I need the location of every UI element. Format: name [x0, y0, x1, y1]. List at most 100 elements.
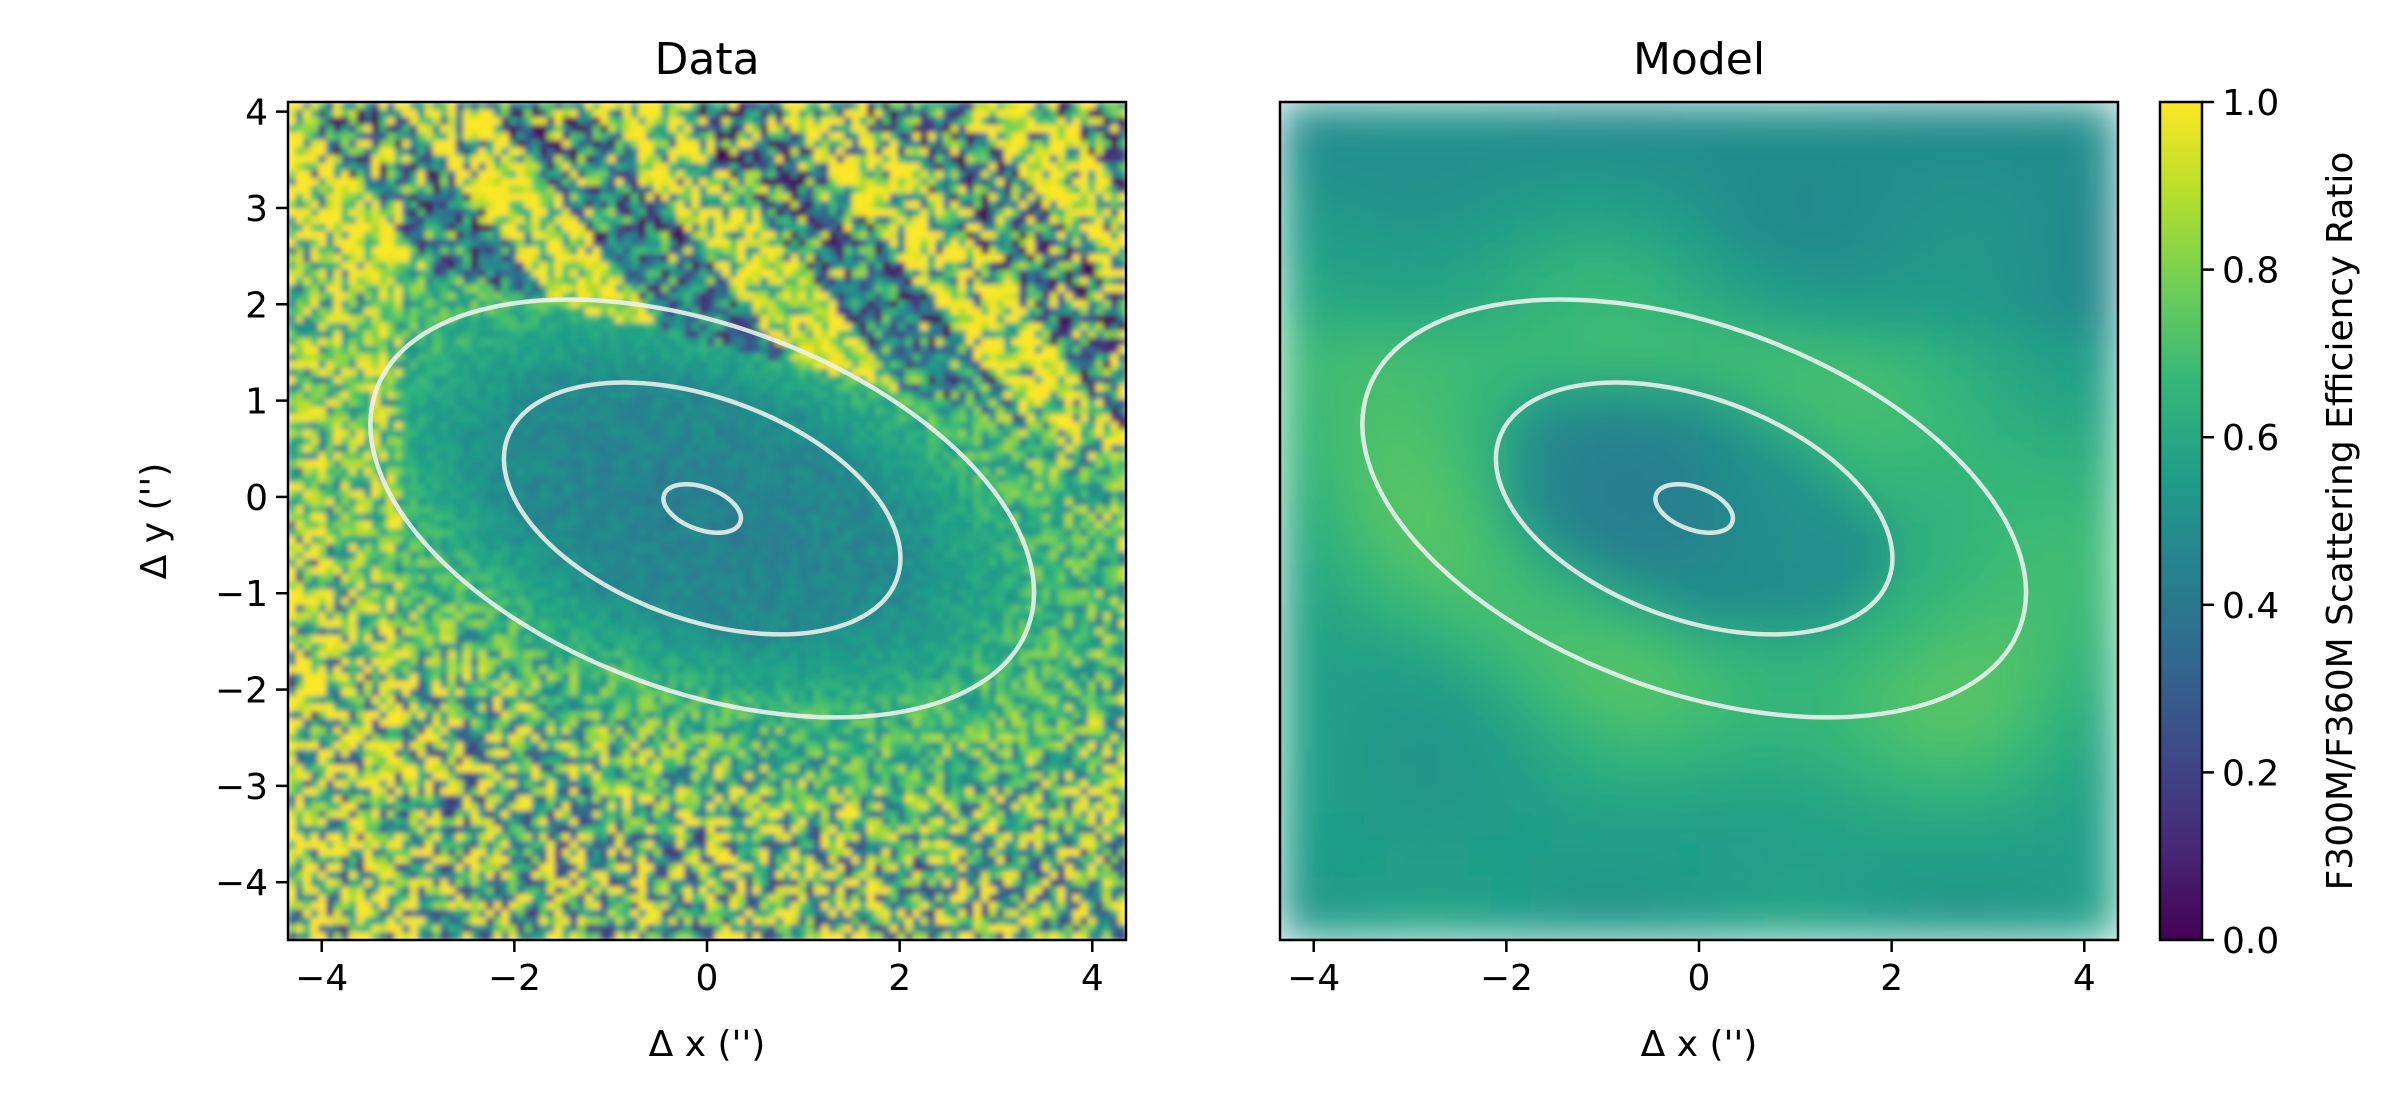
heatmap-cell [1049, 307, 1059, 316]
heatmap-cell [1019, 391, 1028, 400]
heatmap-cell [1118, 124, 1126, 134]
heatmap-cell [1019, 353, 1028, 362]
heatmap-cell [607, 254, 617, 263]
heatmap-cell [973, 284, 982, 294]
heatmap-cell [935, 292, 944, 301]
heatmap-cell [806, 124, 815, 134]
heatmap-cell [1080, 201, 1089, 210]
heatmap-cell [729, 239, 739, 248]
heatmap-cell [973, 261, 982, 271]
heatmap-cell [539, 208, 548, 217]
heatmap-cell [737, 421, 746, 431]
heatmap-cell [478, 162, 487, 172]
heatmap-cell [943, 246, 952, 255]
heatmap-cell [295, 429, 304, 438]
heatmap-cell [943, 330, 952, 339]
heatmap-cell [585, 117, 594, 126]
heatmap-cell [783, 261, 792, 271]
heatmap-cell [699, 109, 708, 118]
heatmap-cell [1087, 193, 1097, 202]
heatmap-cell [310, 246, 320, 255]
heatmap-cell [943, 102, 952, 111]
heatmap-cell [554, 307, 563, 316]
heatmap-cell [828, 322, 838, 332]
heatmap-cell [615, 185, 624, 195]
heatmap-cell [638, 284, 647, 294]
heatmap-cell [463, 193, 472, 202]
heatmap-cell [562, 345, 571, 354]
heatmap-cell [600, 140, 609, 149]
heatmap-cell [806, 338, 815, 347]
heatmap-cell [1026, 239, 1036, 248]
heatmap-cell [341, 437, 350, 446]
heatmap-cell [790, 170, 800, 179]
heatmap-cell [966, 399, 975, 408]
heatmap-cell [996, 223, 1005, 233]
heatmap-cell [569, 216, 579, 225]
heatmap-cell [615, 170, 624, 179]
heatmap-cell [569, 330, 579, 339]
heatmap-cell [394, 155, 403, 164]
heatmap-cell [676, 330, 685, 339]
heatmap-cell [859, 437, 868, 446]
heatmap-cell [1118, 399, 1126, 408]
heatmap-cell [912, 124, 921, 134]
heatmap-cell [623, 231, 632, 240]
heatmap-cell [661, 208, 670, 217]
heatmap-cell [653, 201, 662, 210]
heatmap-cell [379, 437, 388, 446]
heatmap-cell [432, 277, 441, 286]
heatmap-cell [920, 147, 929, 156]
heatmap-cell [585, 147, 594, 156]
heatmap-cell [1034, 322, 1043, 332]
heatmap-cell [1103, 284, 1112, 294]
heatmap-cell [958, 155, 967, 164]
heatmap-cell [646, 421, 655, 431]
heatmap-cell [303, 277, 312, 286]
heatmap-cell [714, 376, 723, 385]
heatmap-cell [973, 330, 982, 339]
heatmap-cell [806, 140, 815, 149]
heatmap-cell [387, 132, 396, 141]
heatmap-cell [950, 109, 959, 118]
heatmap-cell [539, 147, 548, 156]
heatmap-cell [798, 361, 807, 370]
heatmap-cell [318, 102, 327, 111]
heatmap-cell [790, 208, 800, 217]
heatmap-cell [760, 185, 769, 195]
heatmap-cell [402, 216, 411, 225]
heatmap-cell [1057, 391, 1066, 400]
heatmap-cell [699, 284, 708, 294]
heatmap-cell [562, 109, 571, 118]
heatmap-cell [554, 376, 563, 385]
heatmap-cell [729, 361, 739, 370]
heatmap-cell [798, 140, 807, 149]
heatmap-cell [1034, 216, 1043, 225]
heatmap-cell [996, 170, 1005, 179]
heatmap-cell [318, 124, 327, 134]
heatmap-cell [821, 124, 830, 134]
heatmap-cell [1026, 147, 1036, 156]
heatmap-cell [684, 155, 693, 164]
heatmap-cell [417, 383, 426, 393]
heatmap-cell [455, 155, 464, 164]
heatmap-cell [920, 353, 929, 362]
heatmap-cell [1011, 300, 1020, 309]
heatmap-cell [1011, 361, 1020, 370]
heatmap-cell [615, 277, 624, 286]
heatmap-cell [981, 391, 990, 400]
heatmap-cell [1072, 254, 1081, 263]
heatmap-cell [714, 132, 723, 141]
heatmap-cell [821, 284, 830, 294]
heatmap-cell [447, 300, 457, 309]
heatmap-cell [447, 185, 457, 195]
heatmap-cell [1103, 239, 1112, 248]
heatmap-cell [318, 178, 327, 187]
heatmap-cell [562, 361, 571, 370]
heatmap-cell [562, 216, 571, 225]
heatmap-cell [470, 170, 480, 179]
heatmap-cell [303, 102, 312, 111]
heatmap-cell [981, 162, 990, 172]
heatmap-cell [1026, 231, 1036, 240]
heatmap-cell [920, 208, 929, 217]
